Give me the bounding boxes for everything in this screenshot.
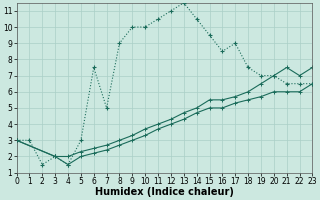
X-axis label: Humidex (Indice chaleur): Humidex (Indice chaleur): [95, 187, 234, 197]
